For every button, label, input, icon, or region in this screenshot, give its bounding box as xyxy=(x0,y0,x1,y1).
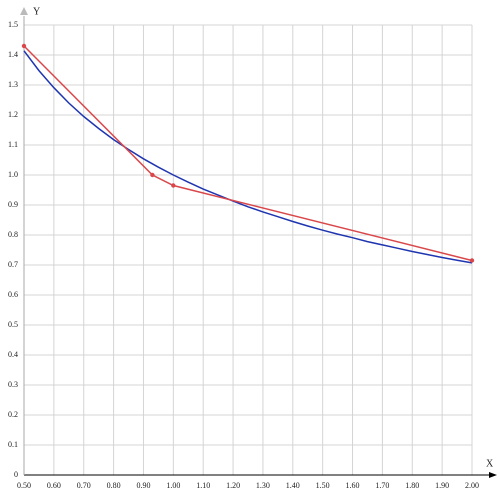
x-tick-label: 2.00 xyxy=(465,481,479,490)
y-tick-label: 1.4 xyxy=(8,50,18,59)
x-tick-label: 0.50 xyxy=(17,481,31,490)
y-tick-label: 1.0 xyxy=(8,170,18,179)
x-tick-label: 1.20 xyxy=(226,481,240,490)
y-tick-label: 1.2 xyxy=(8,110,18,119)
y-tick-label: 1.5 xyxy=(8,20,18,29)
y-tick-label: 0.6 xyxy=(8,290,18,299)
x-tick-label: 0.70 xyxy=(77,481,91,490)
x-tick-label: 1.90 xyxy=(435,481,449,490)
x-tick-label: 1.80 xyxy=(405,481,419,490)
series-line xyxy=(23,45,473,262)
y-axis-arrow xyxy=(20,7,28,15)
x-tick-label: 1.40 xyxy=(286,481,300,490)
series-line xyxy=(23,50,473,264)
y-tick-label: 0.2 xyxy=(8,410,18,419)
x-axis-arrow xyxy=(489,472,497,478)
y-tick-label: 1.1 xyxy=(8,140,18,149)
x-tick-label: 1.10 xyxy=(196,481,210,490)
x-tick-label: 1.30 xyxy=(256,481,270,490)
x-tick-label: 1.50 xyxy=(316,481,330,490)
y-tick-label: 0.4 xyxy=(8,350,18,359)
data-point xyxy=(469,258,475,263)
y-tick-label: 0.8 xyxy=(8,230,18,239)
x-axis-label: X xyxy=(486,458,494,469)
data-point xyxy=(21,43,27,49)
x-tick-label: 0.80 xyxy=(107,481,121,490)
y-tick-label: 0.1 xyxy=(8,440,18,449)
y-tick-label: 1.3 xyxy=(8,80,18,89)
y-tick-label: 0.3 xyxy=(8,380,18,389)
y-tick-label: 0.5 xyxy=(8,320,18,329)
y-axis-label: Y xyxy=(33,6,40,17)
x-tick-label: 1.00 xyxy=(166,481,180,490)
x-tick-label: 0.60 xyxy=(47,481,61,490)
y-tick-label: 0.9 xyxy=(8,200,18,209)
data-point xyxy=(150,172,155,178)
x-tick-label: 0.90 xyxy=(136,481,150,490)
y-tick-label: 0.7 xyxy=(8,260,18,269)
x-tick-label: 1.60 xyxy=(346,481,360,490)
x-tick-label: 1.70 xyxy=(375,481,389,490)
y-tick-label: 0 xyxy=(14,470,18,479)
data-point xyxy=(171,183,176,188)
